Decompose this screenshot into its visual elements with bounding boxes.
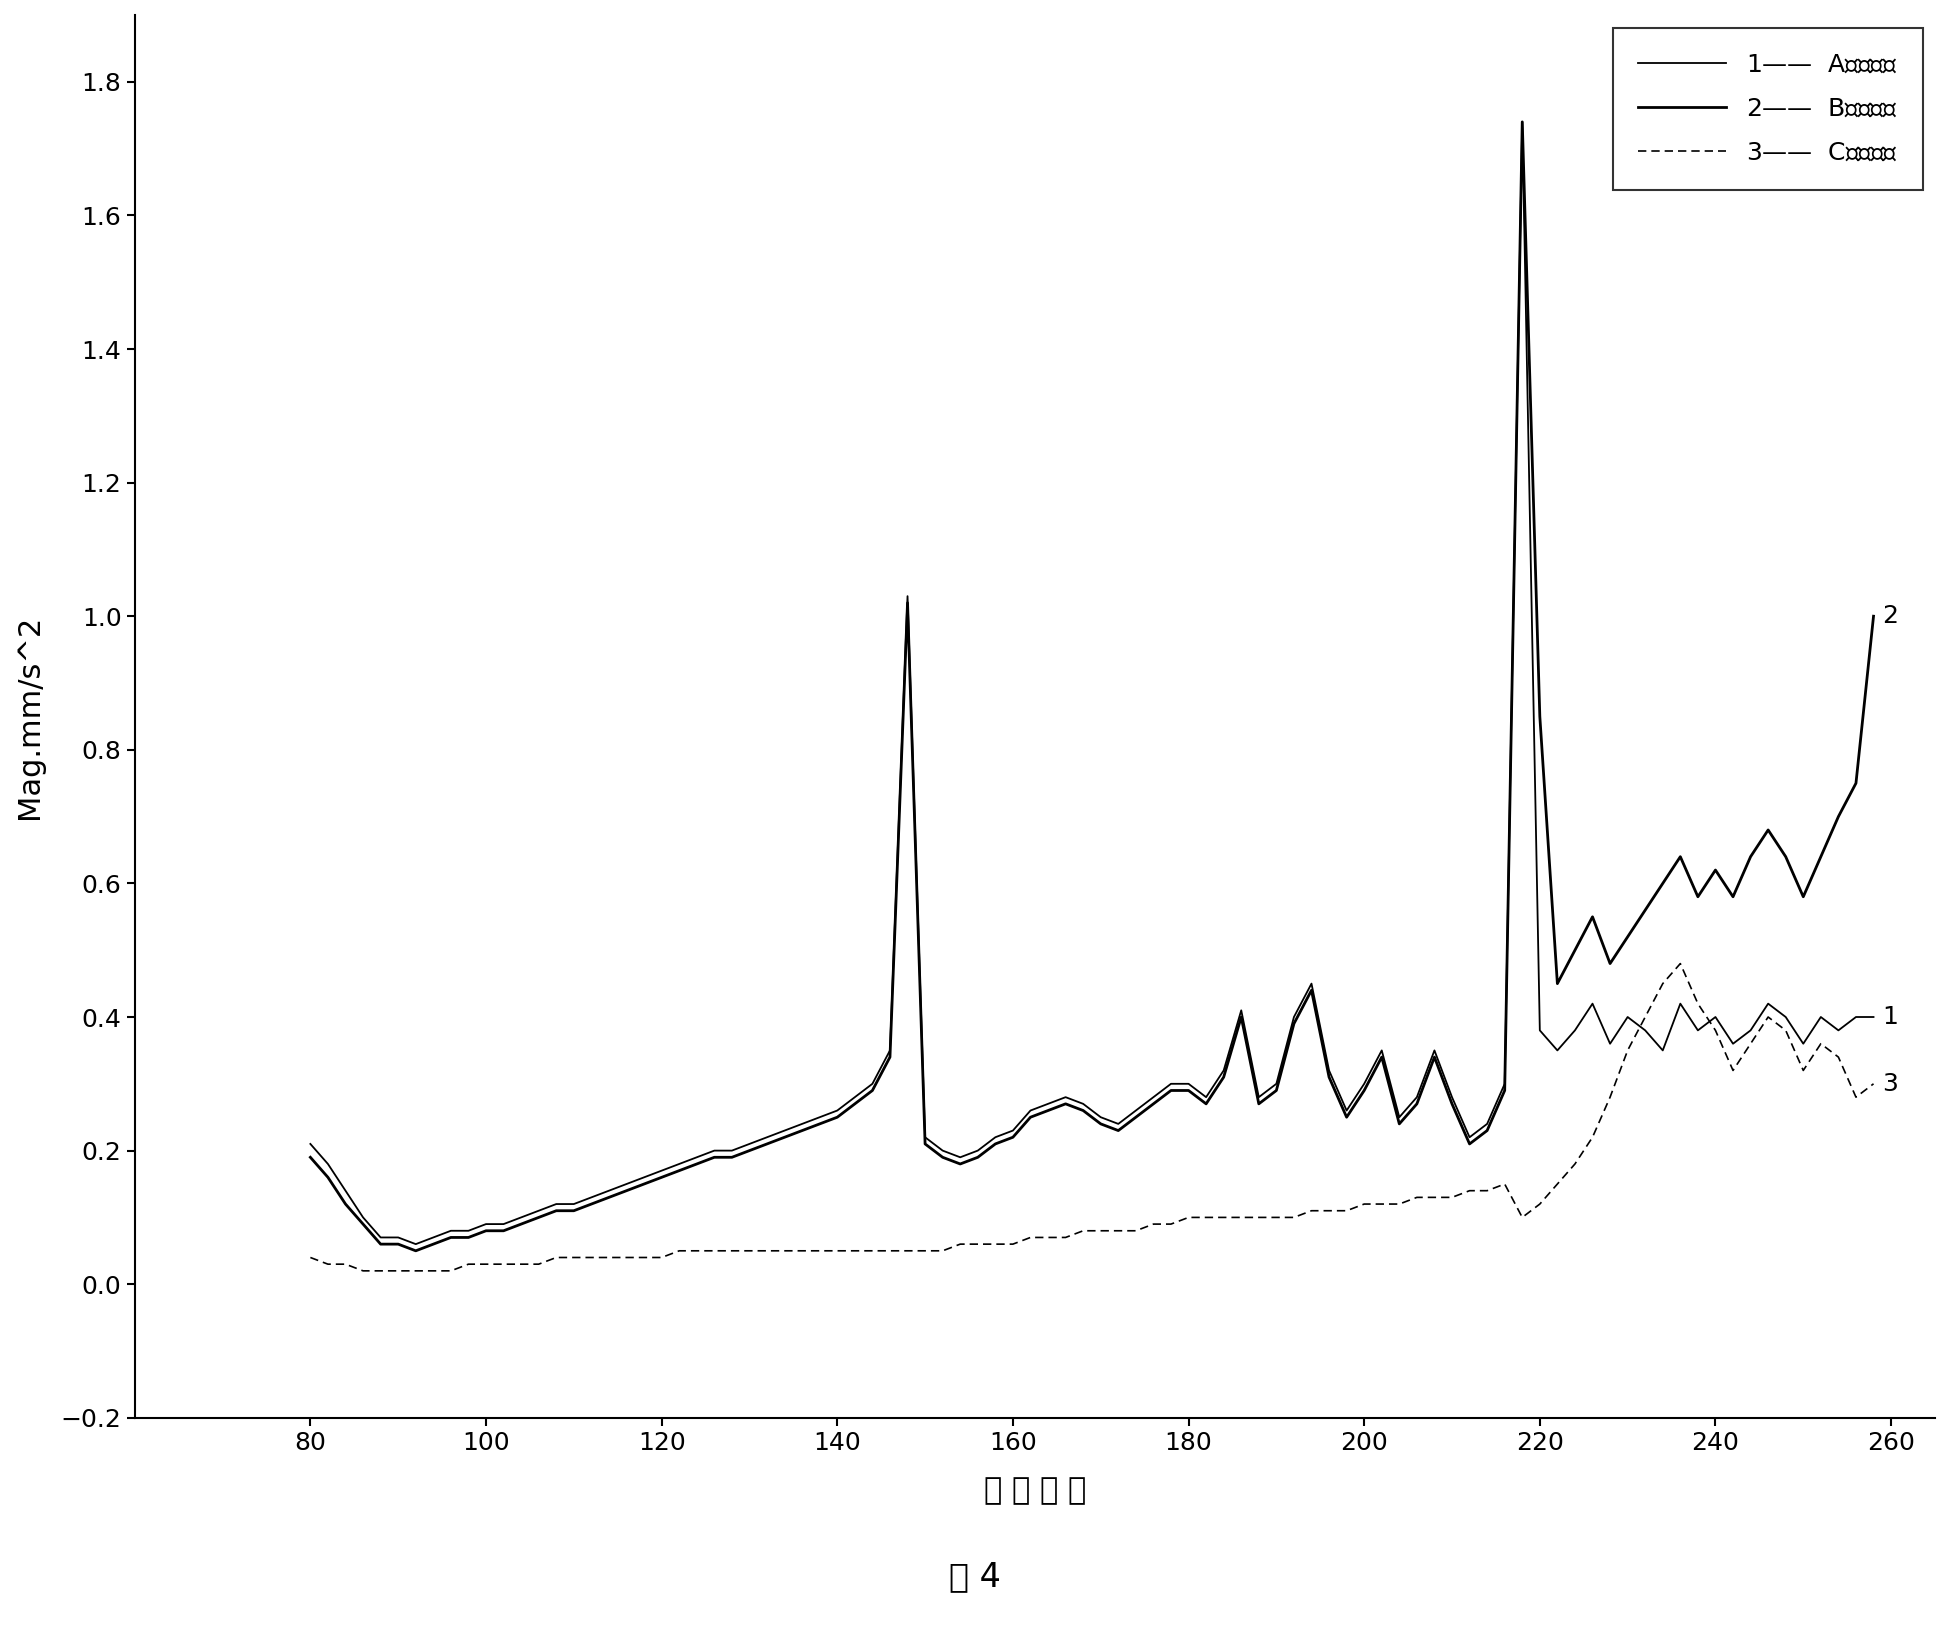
- Text: 3: 3: [1882, 1072, 1897, 1095]
- X-axis label: 激 励 频 率: 激 励 频 率: [983, 1475, 1086, 1505]
- Text: 1: 1: [1882, 1004, 1897, 1029]
- Text: 图 4: 图 4: [950, 1559, 1000, 1593]
- Text: 2: 2: [1882, 605, 1897, 628]
- Y-axis label: Mag.mm/s^2: Mag.mm/s^2: [16, 615, 45, 818]
- Legend: $\it{1}$——  A相二倍频, $\it{2}$——  B相二倍频, $\it{3}$——  C相二倍频: $\it{1}$—— A相二倍频, $\it{2}$—— B相二倍频, $\it…: [1613, 28, 1923, 190]
